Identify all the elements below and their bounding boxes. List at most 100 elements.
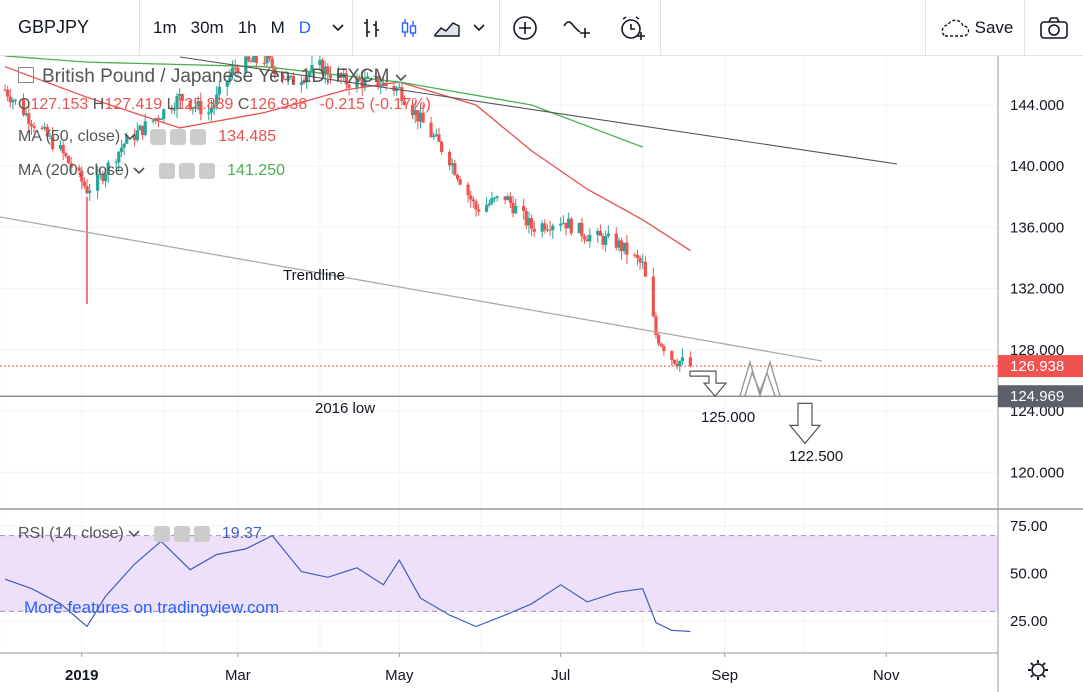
close-icon[interactable] <box>190 129 207 145</box>
settings-gear-icon[interactable] <box>1028 660 1048 680</box>
candle-body <box>281 74 285 79</box>
candle-body <box>320 59 325 75</box>
candle-body <box>138 125 142 131</box>
eye-icon[interactable] <box>153 526 170 542</box>
candle-body <box>193 106 198 108</box>
low2016-price-badge-bg <box>998 385 1083 408</box>
interval-group: 1m 30m 1h M D <box>140 18 324 38</box>
eye-icon[interactable] <box>150 129 167 145</box>
gear-icon[interactable] <box>179 163 196 179</box>
interval-30m[interactable]: 30m <box>190 17 224 37</box>
ohlc-h-label: H <box>92 96 105 113</box>
candle-body <box>156 118 161 120</box>
ohlc-o-label: O <box>18 96 31 113</box>
candle-body <box>170 109 174 111</box>
candle-body <box>125 135 129 144</box>
rsi-tick-label: 50.00 <box>1010 565 1048 582</box>
target2-arrow <box>788 402 822 445</box>
candle-body <box>397 87 401 89</box>
candle-body <box>410 104 415 116</box>
candle-body <box>262 62 266 64</box>
interval-1m[interactable]: 1m <box>153 17 177 37</box>
candle-body <box>614 233 618 248</box>
watermark-link[interactable]: More features on tradingview.com <box>24 598 280 617</box>
price-tick-label: 124.000 <box>1010 403 1064 420</box>
candle-body <box>495 196 499 198</box>
candle-body <box>175 95 179 110</box>
alert-button[interactable] <box>606 0 660 56</box>
candle-body <box>596 230 600 235</box>
candle-body <box>283 78 288 81</box>
gear-tooth <box>1042 662 1046 666</box>
candle-body <box>373 76 378 78</box>
legend-title: British Pound / Japanese Yen, 1D, FXCM <box>42 66 390 87</box>
ohlc-legend: O127.153 H127.419 L125.889 C126.938 -0.2… <box>18 96 431 114</box>
snapshot-button[interactable] <box>1025 0 1083 56</box>
candle-body <box>135 130 139 141</box>
target2-label: 122.500 <box>789 448 843 465</box>
legend-collapse-icon[interactable] <box>18 67 34 83</box>
candle-style-icon <box>401 18 417 37</box>
rsi-line <box>4 534 691 633</box>
price-tick-label: 136.000 <box>1010 219 1064 236</box>
ohlc-change: -0.215 (-0.17%) <box>319 96 431 113</box>
candle-body <box>672 359 677 364</box>
ma50-label: MA (50, close) <box>18 128 121 145</box>
interval-m[interactable]: M <box>270 17 285 37</box>
ohlc-open: 127.153 <box>30 96 89 113</box>
candle-body <box>196 100 200 107</box>
candle-body <box>641 261 645 263</box>
interval-1h[interactable]: 1h <box>237 17 257 37</box>
candle-body <box>77 167 81 171</box>
candle-body <box>48 135 52 137</box>
candle-body <box>670 351 674 360</box>
close-icon[interactable] <box>193 526 210 542</box>
time-tick-label: Mar <box>225 667 251 684</box>
interval-d[interactable]: D <box>298 17 312 37</box>
candle-body <box>299 82 303 85</box>
candle-body <box>363 78 367 88</box>
ohlc-close: 126.938 <box>249 96 308 113</box>
gear-icon[interactable] <box>170 129 187 145</box>
chart-canvas[interactable]: Trendline 2016 low 125.000 122.500 120.000 1… <box>0 56 1083 692</box>
ma200-value: 141.250 <box>227 162 285 179</box>
chevron-down-icon[interactable] <box>395 74 407 82</box>
candle-body <box>207 112 211 115</box>
style-dropdown[interactable] <box>467 0 491 56</box>
candle-body <box>318 59 322 65</box>
candle-body <box>471 199 475 202</box>
save-button[interactable]: Save <box>925 0 1025 56</box>
gear-ring <box>1031 663 1045 677</box>
zigzag-pattern <box>739 359 781 399</box>
chevron-down-icon[interactable] <box>124 133 136 141</box>
candle-body <box>233 67 237 69</box>
interval-dropdown[interactable] <box>324 0 352 56</box>
candle-body <box>228 75 232 82</box>
gear-icon[interactable] <box>173 526 190 542</box>
chevron-down-icon[interactable] <box>133 167 145 175</box>
close-icon[interactable] <box>199 163 216 179</box>
chevron-down-icon[interactable] <box>128 530 140 538</box>
candle-body <box>429 122 433 138</box>
candle-body <box>622 242 626 252</box>
toolbar-divider <box>352 0 354 56</box>
area-style-button[interactable] <box>427 0 467 56</box>
candle-body <box>151 120 155 122</box>
candle-body <box>230 67 235 76</box>
indicators-button[interactable] <box>500 0 550 56</box>
candle-body <box>29 124 34 127</box>
symbol-search[interactable]: GBPJPY <box>0 0 140 56</box>
candles-style-button[interactable] <box>391 0 427 56</box>
candle-body <box>548 229 552 231</box>
candle-body <box>453 163 457 175</box>
compare-button[interactable] <box>550 0 606 56</box>
candle-body <box>58 145 63 149</box>
candle-body <box>98 173 102 175</box>
candle-body <box>270 58 274 68</box>
candle-body <box>101 173 105 182</box>
candle-body <box>61 145 65 154</box>
eye-icon[interactable] <box>159 163 176 179</box>
candle-body <box>310 64 314 73</box>
candle-body <box>103 174 108 182</box>
bars-style-button[interactable] <box>353 0 391 56</box>
